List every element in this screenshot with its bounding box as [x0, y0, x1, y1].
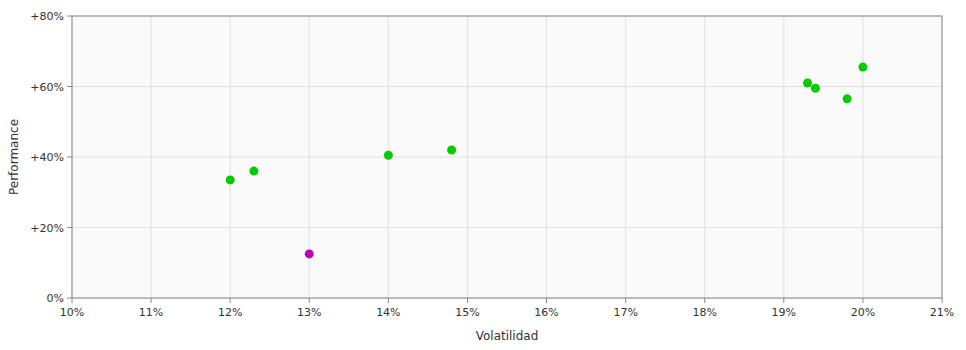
points — [226, 63, 868, 259]
axes: 10% 11% 12% 13% 14% 15% 16% 17% 18% 19% 20% 21% 0% +2… — [30, 10, 954, 319]
scatter-point — [811, 84, 820, 93]
y-tick — [67, 227, 72, 228]
scatter-point — [447, 145, 456, 154]
x-tick — [625, 298, 626, 303]
scatter-point — [249, 167, 258, 176]
y-tick — [67, 298, 72, 299]
x-tick — [388, 298, 389, 303]
x-tick-label: 11% — [139, 306, 163, 319]
series — [226, 63, 868, 185]
plot-area — [72, 16, 942, 298]
x-tick — [230, 298, 231, 303]
y-axis-label: Performance — [7, 119, 21, 195]
y-grid-line — [72, 157, 942, 158]
y-grid-line — [72, 227, 942, 228]
x-tick-label: 15% — [455, 306, 479, 319]
y-tick — [67, 157, 72, 158]
x-tick — [151, 298, 152, 303]
y-tick — [67, 86, 72, 87]
scatter-point — [384, 151, 393, 160]
scatter-point — [226, 175, 235, 184]
x-tick — [72, 298, 73, 303]
x-tick-label: 17% — [613, 306, 637, 319]
x-tick — [704, 298, 705, 303]
scatter-point — [843, 94, 852, 103]
x-tick-label: 10% — [60, 306, 84, 319]
x-tick-label: 21% — [930, 306, 954, 319]
x-tick — [783, 298, 784, 303]
x-tick — [467, 298, 468, 303]
scatter-point — [803, 78, 812, 87]
y-tick-label: +60% — [30, 81, 64, 94]
x-tick-label: 19% — [772, 306, 796, 319]
x-tick-label: 20% — [851, 306, 875, 319]
x-tick — [309, 298, 310, 303]
chart: 10% 11% 12% 13% 14% 15% 16% 17% 18% 19% 20% 21% 0% +2… — [0, 0, 966, 350]
x-tick — [546, 298, 547, 303]
scatter-point — [858, 63, 867, 72]
x-tick-label: 12% — [218, 306, 242, 319]
x-tick-label: 14% — [376, 306, 400, 319]
y-tick-label: 0% — [47, 292, 64, 305]
series — [305, 249, 314, 258]
grid — [72, 16, 942, 298]
plot-frame — [72, 16, 942, 298]
y-tick-label: +80% — [30, 10, 64, 23]
x-tick — [862, 298, 863, 303]
x-tick-label: 13% — [297, 306, 321, 319]
x-tick-label: 16% — [534, 306, 558, 319]
scatter-point — [305, 249, 314, 258]
x-tick — [942, 298, 943, 303]
y-tick — [67, 16, 72, 17]
x-axis-label: Volatilidad — [476, 329, 539, 343]
page: {"chart_data": { "type": "scatter", "xla… — [0, 0, 966, 350]
y-tick-label: +20% — [30, 222, 64, 235]
x-tick-label: 18% — [693, 306, 717, 319]
y-tick-label: +40% — [30, 151, 64, 164]
